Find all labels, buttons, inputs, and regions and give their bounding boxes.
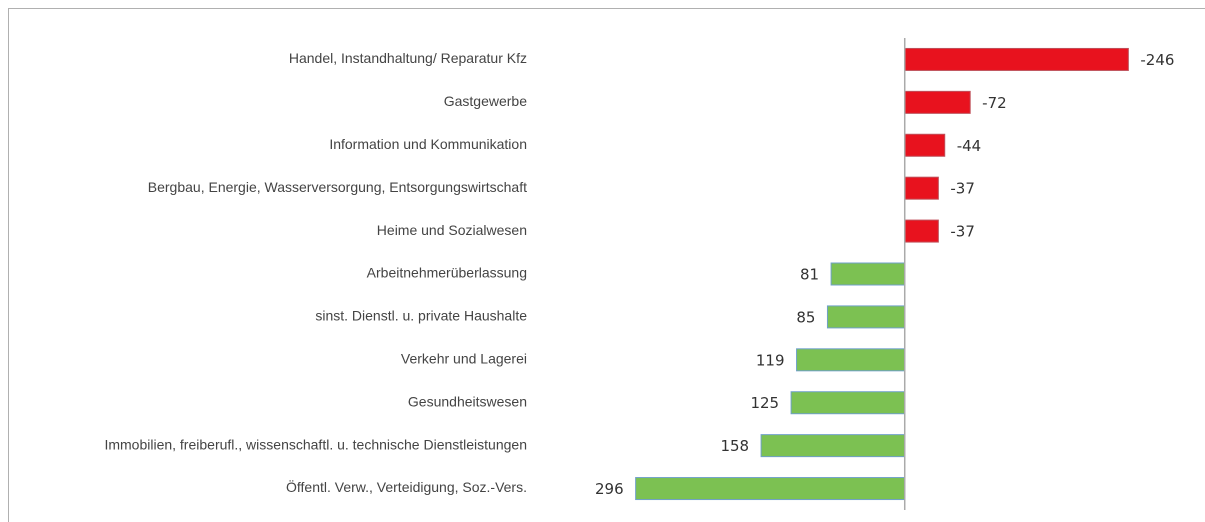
category-label: Bergbau, Energie, Wasserversorgung, Ents… [148, 179, 527, 195]
bar [830, 262, 906, 286]
value-label: -72 [982, 94, 1007, 112]
value-label: -37 [950, 223, 975, 241]
value-label: 125 [750, 394, 779, 412]
value-label: 85 [796, 308, 815, 326]
category-label: Öffentl. Verw., Verteidigung, Soz.-Vers. [286, 478, 527, 495]
category-label: sinst. Dienstl. u. private Haushalte [315, 308, 527, 324]
bar [826, 305, 906, 329]
bar [790, 391, 906, 415]
value-label: -246 [1140, 51, 1174, 69]
bar [796, 348, 906, 372]
category-label: Immobilien, freiberufl., wissenschaftl. … [104, 436, 527, 452]
value-label: -37 [950, 180, 975, 198]
bar [635, 477, 906, 501]
value-label: 158 [720, 437, 749, 455]
bar [904, 47, 1129, 71]
bar [760, 434, 906, 458]
category-label: Handel, Instandhaltung/ Reparatur Kfz [289, 50, 527, 66]
category-label: Heime und Sozialwesen [377, 222, 527, 238]
category-label: Gesundheitswesen [408, 393, 527, 409]
bar [904, 90, 971, 114]
value-label: 119 [756, 351, 785, 369]
category-label: Gastgewerbe [444, 93, 527, 109]
category-label: Arbeitnehmerüberlassung [367, 265, 527, 281]
bar [904, 176, 939, 200]
category-label: Verkehr und Lagerei [401, 351, 527, 367]
value-label: 296 [595, 480, 624, 498]
value-label: -44 [957, 137, 982, 155]
category-label: Information und Kommunikation [329, 136, 527, 152]
frame [8, 8, 1205, 522]
bar [904, 219, 939, 243]
value-label: 81 [800, 266, 819, 284]
bar [904, 133, 946, 157]
